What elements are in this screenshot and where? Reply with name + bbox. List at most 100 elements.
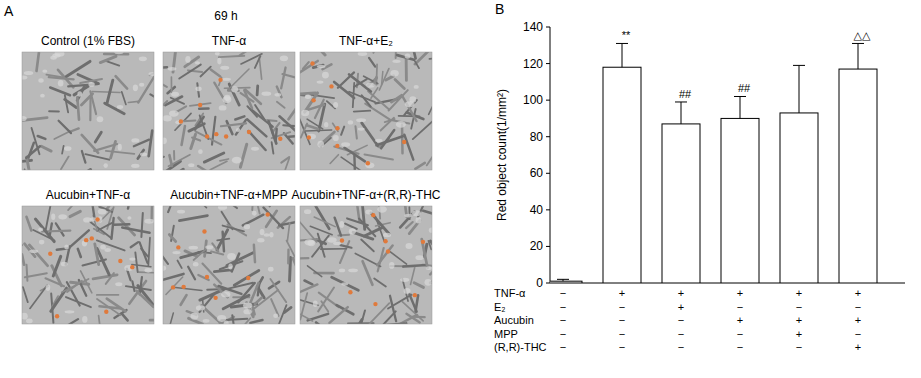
cell-strand — [288, 95, 295, 119]
cell-body — [317, 81, 324, 84]
cell-body — [215, 52, 220, 55]
cell-strand — [111, 218, 113, 239]
treatment-sign: − — [560, 314, 566, 326]
cell-strand — [221, 123, 246, 126]
cell-body — [358, 52, 367, 56]
cell-strand — [430, 256, 432, 275]
cell-strand — [210, 161, 227, 169]
cell-body — [203, 319, 210, 323]
cell-strand — [85, 154, 109, 160]
cell-body — [414, 85, 419, 89]
cell-body — [243, 309, 252, 314]
cell-strand — [405, 58, 408, 80]
cell-strand — [370, 303, 390, 324]
error-cap — [793, 65, 805, 66]
treatment-sign: + — [855, 341, 861, 353]
cell-strand — [53, 256, 60, 276]
micrograph: Control (1% FBS) — [11, 34, 166, 185]
cell-body — [118, 144, 122, 151]
cell-strand — [256, 86, 259, 95]
cell-strand — [100, 56, 116, 62]
red-object — [307, 135, 311, 139]
cell-body — [22, 75, 27, 79]
cell-body — [252, 211, 257, 216]
y-tick — [546, 27, 550, 28]
cell-body — [264, 233, 270, 236]
image-frame — [300, 52, 432, 170]
cell-strand — [355, 126, 356, 138]
image-background — [300, 206, 432, 324]
treatment-sign: + — [678, 301, 684, 313]
cell-strand — [27, 157, 31, 170]
cell-strand — [341, 245, 352, 248]
cell-strand — [148, 238, 150, 266]
red-object — [335, 126, 339, 130]
cell-body — [358, 128, 365, 131]
image-title: Aucubin+TNF-α+MPP — [170, 188, 288, 202]
treatment-sign: + — [855, 314, 861, 326]
cell-strand — [395, 80, 404, 89]
treatment-label: E₂ — [494, 301, 506, 313]
cell-strand — [163, 101, 167, 109]
image-title: Control (1% FBS) — [41, 34, 135, 48]
cell-strand — [318, 234, 325, 257]
image-title: TNF-α+E₂ — [339, 34, 393, 48]
cell-strand — [300, 284, 317, 296]
cell-body — [22, 313, 28, 320]
significance-mark: ** — [622, 29, 631, 41]
cell-strand — [289, 135, 295, 136]
treatment-sign: − — [619, 301, 625, 313]
image-title: Aucubin+TNF-α — [46, 188, 131, 202]
cell-strand — [49, 77, 74, 79]
treatment-sign: − — [560, 341, 566, 353]
cell-body — [38, 228, 43, 232]
cell-strand — [310, 226, 332, 234]
cell-strand — [422, 239, 428, 268]
cell-strand — [99, 316, 102, 324]
cell-strand — [357, 310, 365, 324]
cell-body — [172, 251, 180, 254]
cell-strand — [168, 155, 189, 166]
cell-body — [220, 66, 229, 70]
cell-strand — [97, 240, 125, 250]
bars — [550, 43, 877, 283]
treatment-sign: − — [560, 301, 566, 313]
cell-strand — [404, 135, 413, 160]
cell-strand — [271, 299, 278, 316]
cell-strand — [26, 265, 29, 281]
y-tick — [546, 136, 550, 137]
cell-strand — [410, 52, 415, 58]
cell-strand — [93, 275, 117, 279]
y-tick-label: 140 — [523, 20, 543, 34]
cell-strand — [365, 155, 393, 160]
cell-strand — [128, 206, 130, 209]
cell-body — [415, 255, 423, 260]
cell-body — [389, 262, 394, 269]
panel-label: A — [4, 3, 14, 19]
cell-strand — [140, 242, 148, 263]
cell-strand — [223, 226, 244, 232]
cell-strand — [318, 288, 334, 312]
cell-strand — [173, 151, 175, 160]
image-frame — [163, 52, 295, 170]
red-object — [265, 212, 269, 216]
cell-body — [404, 288, 411, 294]
cell-body — [404, 214, 413, 218]
red-object — [421, 240, 425, 244]
cell-strand — [236, 120, 246, 134]
bar — [662, 124, 700, 283]
treatment-sign: − — [619, 314, 625, 326]
image-background — [22, 206, 154, 324]
cell-body — [29, 249, 38, 253]
red-object — [176, 245, 180, 249]
figure: A69 hControl (1% FBS)TNF-αTNF-α+E₂Aucubi… — [0, 0, 921, 378]
cell-body — [196, 305, 205, 310]
error-bar — [675, 102, 687, 124]
cell-strand — [192, 138, 200, 141]
cell-body — [129, 258, 135, 261]
cell-strand — [27, 217, 32, 231]
cell-body — [100, 245, 106, 250]
cell-strand — [38, 136, 46, 139]
cell-strand — [249, 131, 266, 150]
cell-strand — [249, 283, 259, 306]
